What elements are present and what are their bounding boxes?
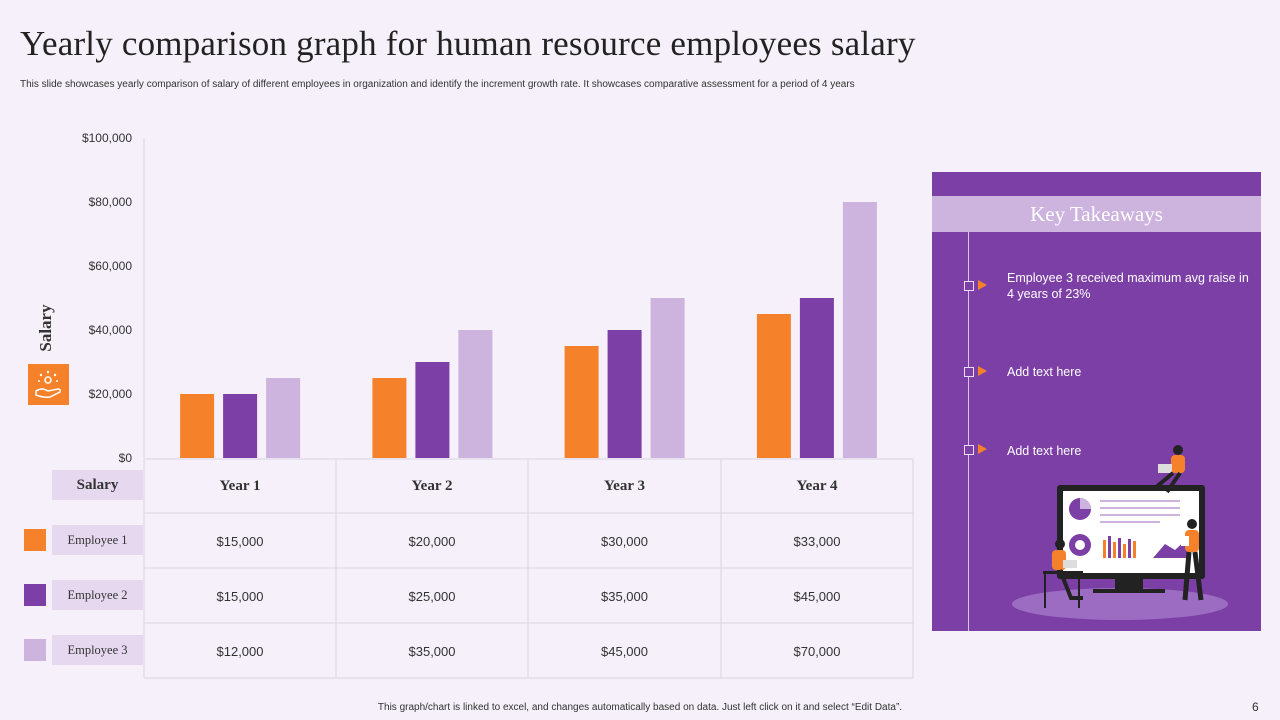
takeaway-item: Add text here [1007,444,1082,458]
bar-employee-2-year-2 [415,362,450,458]
bar-employee-1-year-2 [372,378,407,458]
bar-employee-2-year-1 [223,394,258,458]
takeaway-item: Add text here [1007,365,1082,379]
people-analytics-illustration [1012,445,1228,620]
bullet-box-icon [964,445,974,455]
table-cell: $15,000 [216,589,264,604]
takeaways-timeline [968,232,969,631]
bullet-box-icon [964,367,974,377]
bar-series [180,202,877,458]
table-cell: $25,000 [408,589,456,604]
table-header-label: Salary [52,470,143,500]
legend-swatch-employee-2 [24,584,46,606]
table-cell: $70,000 [793,644,841,659]
bar-employee-2-year-4 [799,298,834,458]
y-axis-ticks: $0 $20,000 $40,000 $60,000 $80,000 $100,000 [82,131,132,465]
page-number: 6 [1252,700,1259,714]
row-label-employee-2: Employee 2 [52,580,143,610]
bar-employee-3-year-1 [266,378,301,458]
y-tick-label: $0 [119,451,133,465]
bar-employee-2-year-3 [607,330,642,458]
table-cell: $20,000 [408,534,456,549]
arrow-right-icon [978,444,987,454]
hand-coins-icon [28,364,69,405]
column-header-year-2: Year 2 [411,478,453,494]
y-tick-label: $20,000 [89,387,133,401]
table-cell: $45,000 [601,644,648,659]
bar-employee-3-year-4 [842,202,877,458]
bar-employee-1-year-4 [756,314,791,458]
legend-swatch-employee-3 [24,639,46,661]
takeaway-item: Employee 3 received maximum avg raise in… [1007,271,1249,301]
bar-employee-1-year-1 [180,394,215,458]
y-tick-label: $60,000 [89,259,133,273]
row-label-employee-3: Employee 3 [52,635,143,665]
bar-employee-1-year-3 [564,346,599,458]
svg-text:Salary: Salary [36,304,55,352]
table-cell: $15,000 [216,534,264,549]
y-axis-label: Salary [36,304,55,352]
column-header-year-1: Year 1 [219,478,261,494]
takeaways-heading: Key Takeaways [932,196,1261,232]
table-cell: $33,000 [793,534,841,549]
page-subtitle: This slide showcases yearly comparison o… [20,79,855,90]
column-header-year-4: Year 4 [796,478,838,494]
row-label-employee-1: Employee 1 [52,525,143,555]
bullet-box-icon [964,281,974,291]
arrow-right-icon [978,280,987,290]
y-tick-label: $80,000 [89,195,133,209]
salary-bar-chart: $0 $20,000 $40,000 $60,000 $80,000 $100,000 [82,131,914,679]
bar-employee-3-year-2 [458,330,493,458]
column-header-year-3: Year 3 [604,478,645,494]
y-tick-label: $100,000 [82,131,132,145]
legend-swatch-employee-1 [24,529,46,551]
table-cell: $35,000 [601,589,648,604]
page-title: Yearly comparison graph for human resour… [20,24,916,63]
table-cell: $35,000 [408,644,456,659]
y-tick-label: $40,000 [89,323,133,337]
table-cell: $12,000 [216,644,264,659]
data-table-grid [143,458,914,679]
table-cell: $45,000 [793,589,841,604]
arrow-right-icon [978,366,987,376]
table-cell: $30,000 [601,534,648,549]
footer-note: This graph/chart is linked to excel, and… [377,702,903,713]
bar-employee-3-year-3 [650,298,685,458]
